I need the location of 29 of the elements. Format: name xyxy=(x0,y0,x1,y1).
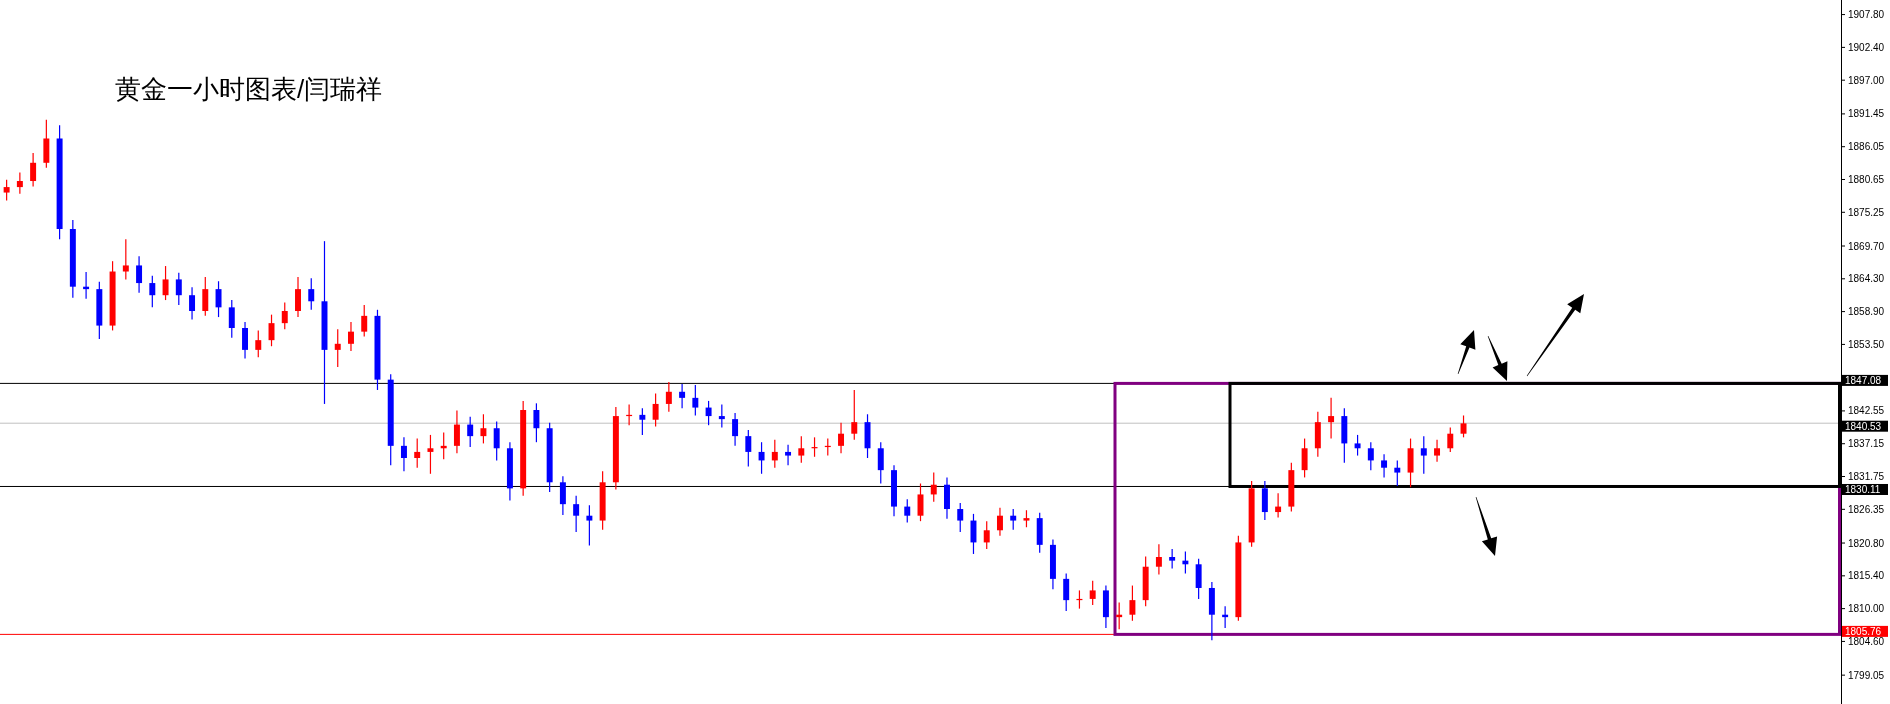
y-tick-label: 1880.65 xyxy=(1848,173,1885,185)
y-tick-label: 1864.30 xyxy=(1848,273,1885,285)
ref-label: 1805.76 xyxy=(1842,625,1888,637)
y-tick-label: 1875.25 xyxy=(1848,206,1885,218)
y-tick-label: 1820.80 xyxy=(1848,537,1885,549)
y-tick-label: 1826.35 xyxy=(1848,503,1885,515)
ref-line-label: 1830.11 xyxy=(1845,483,1881,495)
y-tick-label: 1853.50 xyxy=(1848,338,1885,350)
ref-line-label: 1840.53 xyxy=(1845,420,1882,432)
y-tick-label: 1810.00 xyxy=(1848,603,1885,615)
y-tick-label: 1858.90 xyxy=(1848,306,1885,318)
y-tick-label: 1891.45 xyxy=(1848,108,1885,120)
y-tick-label: 1869.70 xyxy=(1848,240,1885,252)
y-tick-label: 1837.15 xyxy=(1848,438,1885,450)
y-tick-label: 1907.80 xyxy=(1848,9,1885,21)
ref-label: 1840.53 xyxy=(1842,420,1888,432)
text: 黄金一小时图表/闫瑞祥 xyxy=(115,74,383,104)
y-tick-label: 1897.00 xyxy=(1848,74,1885,86)
ref-label: 1830.11 xyxy=(1842,484,1888,495)
y-tick-label: 1886.05 xyxy=(1848,141,1885,153)
ref-line-label: 1847.08 xyxy=(1845,374,1882,386)
ref-line-label: 1805.76 xyxy=(1845,625,1882,637)
y-tick-label: 1804.60 xyxy=(1848,635,1885,647)
y-tick-label: 1815.40 xyxy=(1848,570,1885,582)
y-tick-label: 1902.40 xyxy=(1848,41,1885,53)
ref-label: 1847.08 xyxy=(1842,374,1888,386)
y-tick-label: 1799.05 xyxy=(1848,669,1885,681)
y-tick-label: 1831.75 xyxy=(1848,471,1885,483)
y-tick-label: 1842.55 xyxy=(1848,405,1885,417)
